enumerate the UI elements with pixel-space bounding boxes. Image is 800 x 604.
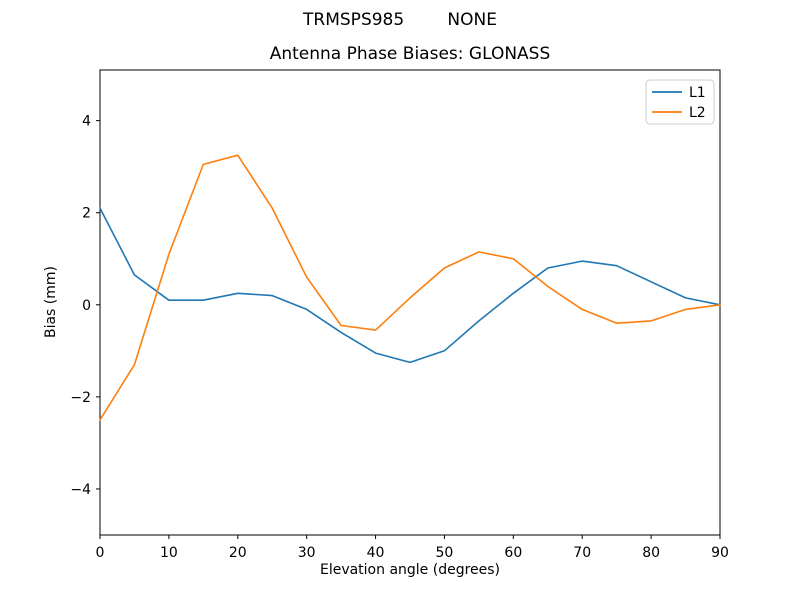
- chart-title: Antenna Phase Biases: GLONASS: [270, 44, 551, 64]
- y-tick-label: 0: [82, 298, 91, 314]
- x-tick-label: 80: [642, 545, 660, 561]
- x-tick-label: 50: [436, 545, 454, 561]
- x-tick-label: 20: [229, 545, 247, 561]
- x-tick-label: 10: [160, 545, 178, 561]
- legend-label-l1: L1: [689, 85, 706, 101]
- x-axis-label: Elevation angle (degrees): [320, 562, 500, 578]
- legend-box: [645, 79, 715, 125]
- x-tick-label: 70: [573, 545, 591, 561]
- x-tick-label: 90: [711, 545, 729, 561]
- x-axis-ticks: 0 10 20 30 40 50 60 70 80 90: [96, 535, 729, 561]
- figure-suptitle: TRMSPS985 NONE: [302, 10, 497, 30]
- series-line-l2: [99, 154, 721, 421]
- x-tick-label: 30: [298, 545, 316, 561]
- x-tick-label: 40: [367, 545, 385, 561]
- y-tick-label: 4: [82, 114, 91, 130]
- y-tick-label: −4: [70, 482, 91, 498]
- x-tick-label: 60: [504, 545, 522, 561]
- y-tick-label: −2: [70, 390, 91, 406]
- x-tick-label: 0: [96, 545, 105, 561]
- y-axis-label: Bias (mm): [43, 266, 59, 338]
- series-lines: [99, 154, 721, 421]
- y-tick-label: 2: [82, 206, 91, 222]
- legend-label-l2: L2: [689, 105, 706, 121]
- y-axis-ticks: −4 −2 0 2 4: [70, 114, 100, 498]
- plot-area: [99, 69, 721, 536]
- series-line-l1: [99, 207, 721, 364]
